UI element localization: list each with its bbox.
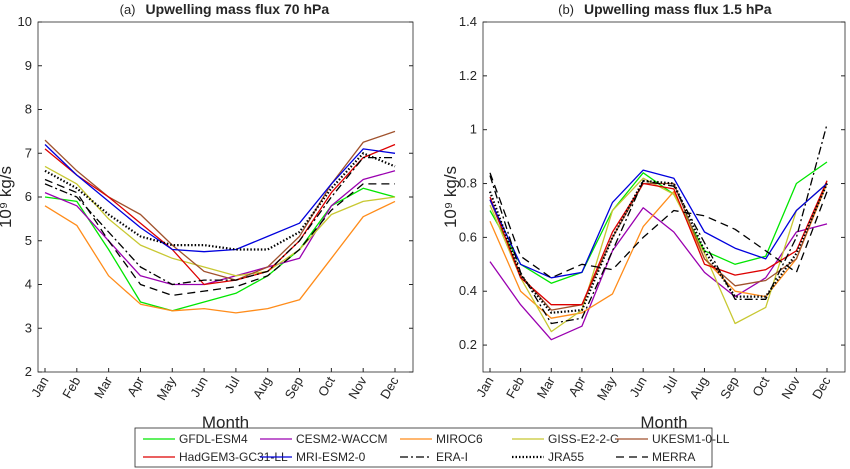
panel-label: (a) [120, 2, 136, 17]
legend-label: ERA-I [436, 450, 468, 464]
x-tick-label: Aug [250, 374, 275, 402]
chart-title: Upwelling mass flux 70 hPa [146, 1, 330, 17]
y-tick-label: 3 [25, 320, 32, 335]
series-line [489, 169, 828, 279]
legend-label: JRA55 [548, 450, 584, 464]
y-axis-label: 10⁹ kg/s [0, 166, 15, 228]
legend-label: CESM2-WACCM [296, 432, 388, 446]
x-tick-label: Mar [91, 373, 116, 400]
y-tick-label: 0.6 [459, 229, 477, 244]
y-tick-label: 8 [25, 102, 32, 117]
x-tick-label: Aug [686, 374, 711, 402]
x-tick-label: Feb [59, 374, 83, 401]
x-tick-label: Nov [778, 374, 803, 402]
y-tick-label: 1 [470, 122, 477, 137]
x-tick-label: Dec [377, 374, 402, 402]
y-tick-label: 7 [25, 145, 32, 160]
y-tick-label: 0.4 [459, 283, 477, 298]
plot-lines [488, 124, 829, 341]
panel-label: (b) [558, 2, 574, 17]
y-tick-label: 6 [25, 189, 32, 204]
x-tick-label: Oct [749, 374, 772, 399]
x-tick-label: Jun [626, 374, 649, 400]
y-tick-label: 1.2 [459, 68, 477, 83]
y-tick-label: 2 [25, 364, 32, 379]
series-line [44, 152, 396, 251]
series-line [44, 143, 396, 286]
x-tick-label: Feb [503, 374, 527, 401]
x-tick-label: May [154, 374, 180, 403]
x-tick-label: May [594, 374, 620, 403]
legend-label: GISS-E2-2-G [548, 432, 619, 446]
y-tick-label: 0.2 [459, 337, 477, 352]
series-line [44, 144, 396, 253]
x-axis-label: Month [202, 413, 249, 432]
series-line [489, 124, 828, 325]
x-tick-label: Jul [221, 374, 242, 396]
y-tick-label: 4 [25, 277, 32, 292]
x-tick-label: Jun [187, 374, 210, 400]
series-line [44, 165, 396, 277]
series-line [489, 180, 828, 311]
x-tick-label: Mar [534, 373, 559, 400]
legend-label: MIROC6 [436, 432, 483, 446]
series-line [44, 156, 395, 286]
x-tick-label: Sep [282, 374, 307, 402]
legend-box [134, 427, 713, 468]
x-axis-label: Month [640, 413, 687, 432]
series-line [489, 161, 828, 284]
y-tick-label: 0.8 [459, 176, 477, 191]
axes-box [37, 21, 414, 373]
y-axis-label: 10⁹ kg/s [441, 166, 460, 228]
legend-label: UKESM1-0-LL [652, 432, 730, 446]
legend-label: GFDL-ESM4 [179, 432, 248, 446]
legend-label: HadGEM3-GC31-LL [179, 450, 288, 464]
legend-label: MERRA [652, 450, 695, 464]
legend-label: MRI-ESM2-0 [296, 450, 366, 464]
y-tick-label: 10 [18, 14, 32, 29]
x-tick-label: Jan [473, 374, 496, 400]
y-tick-label: 9 [25, 58, 32, 73]
x-tick-label: Sep [717, 374, 742, 402]
x-tick-label: Jul [659, 374, 680, 396]
x-tick-label: Nov [345, 374, 370, 402]
series-line [489, 172, 828, 279]
series-line [489, 180, 828, 306]
chart-title: Upwelling mass flux 1.5 hPa [584, 1, 772, 17]
y-tick-label: 1.4 [459, 14, 477, 29]
y-tick-label: 5 [25, 233, 32, 248]
x-tick-label: Apr [565, 373, 588, 399]
series-line [44, 187, 396, 312]
series-line [488, 179, 829, 314]
x-tick-label: Apr [124, 373, 147, 399]
series-line [489, 207, 828, 341]
x-tick-label: Dec [809, 374, 834, 402]
series-line [44, 200, 396, 314]
series-line [44, 178, 395, 297]
plot-lines [44, 130, 396, 314]
axes-box [482, 21, 846, 373]
x-tick-label: Oct [315, 374, 338, 399]
